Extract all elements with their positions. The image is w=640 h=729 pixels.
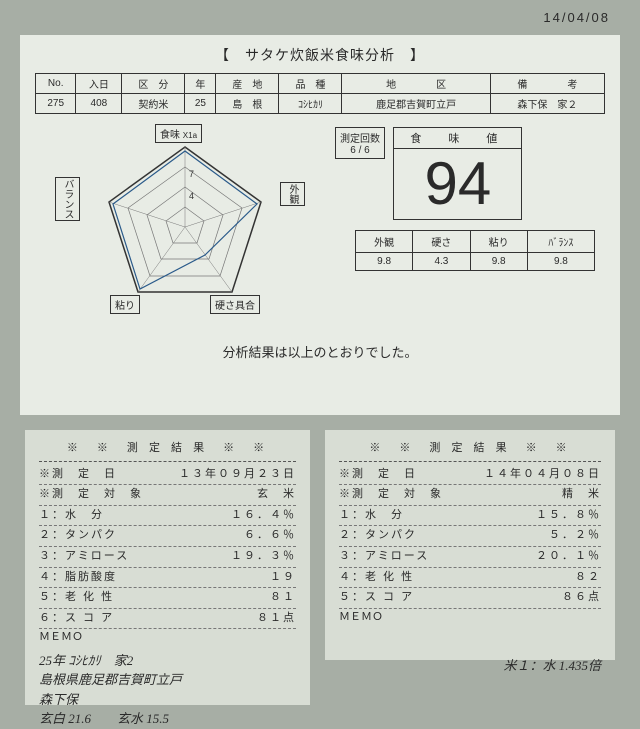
axis-balance: バランス	[55, 177, 80, 221]
chart-area: 7 4 食味 X1a 外観 硬さ具合 粘り バランス 測定回数 6 / 6 食 …	[35, 122, 605, 332]
main-score-box: 食 味 値 94	[393, 127, 522, 220]
td-remarks: 森下保 家２	[490, 94, 604, 114]
analysis-document: 【 サタケ炊飯米食味分析 】 No. 入日 区 分 年 産 地 品 種 地 区 …	[20, 35, 620, 415]
th-region: 地 区	[342, 74, 490, 94]
td-variety: ｺｼﾋｶﾘ	[279, 94, 342, 114]
rl-i4-lbl: ５：老 化 性	[39, 589, 257, 607]
rl-i3-val: １９	[257, 569, 296, 587]
axis-stickiness: 粘り	[110, 295, 140, 314]
td-year: 25	[185, 94, 216, 114]
rl-i2-val: １９．３％	[231, 548, 296, 566]
tick-4: 4	[189, 191, 194, 201]
rl-i4-val: ８１	[257, 589, 296, 607]
rl-tgt-val: 玄 米	[257, 486, 296, 504]
rr-i2-val: ２０．１％	[536, 548, 601, 566]
rr-date-val: １４年０４月０８日	[484, 466, 601, 484]
td-region: 鹿足郡吉賀町立戸	[342, 94, 490, 114]
sub-val-2: 9.8	[470, 253, 527, 271]
sub-lbl-3: ﾊﾞﾗﾝｽ	[527, 231, 594, 253]
memo-lines: 25年 ｺｼﾋｶﾘ 家2 島根県鹿足郡吉賀町立戸 森下保 玄白 21.6 玄水 …	[39, 651, 296, 729]
rl-i5-lbl: ６：ス コ ア	[39, 610, 257, 628]
receipt-left-title: ※ ※ 測 定 結 果 ※ ※	[39, 440, 296, 462]
memo-label-r: ＭＥＭＯ	[339, 609, 601, 627]
score-label: 食 味 値	[394, 128, 521, 149]
sub-scores-table: 外観 硬さ 粘り ﾊﾞﾗﾝｽ 9.8 4.3 9.8 9.8	[355, 230, 595, 271]
measurement-count: 測定回数 6 / 6	[335, 127, 385, 159]
rr-i3-val: ８２	[562, 569, 601, 587]
rl-i3-lbl: ４：脂肪酸度	[39, 569, 257, 587]
th-date: 入日	[76, 74, 122, 94]
td-date: 408	[76, 94, 122, 114]
score-section: 測定回数 6 / 6 食 味 値 94 外観 硬さ 粘り ﾊﾞﾗﾝｽ 9.8 4…	[335, 127, 595, 271]
rl-i0-lbl: １：水 分	[39, 507, 231, 525]
rr-tgt-lbl: ※測 定 対 象	[339, 486, 562, 504]
rr-date-lbl: ※測 定 日	[339, 466, 484, 484]
th-remarks: 備 考	[490, 74, 604, 94]
th-year: 年	[185, 74, 216, 94]
td-no: 275	[36, 94, 76, 114]
th-origin: 産 地	[216, 74, 279, 94]
receipt-right-title: ※ ※ 測 定 結 果 ※ ※	[339, 440, 601, 462]
axis-hardness: 硬さ具合	[210, 295, 260, 314]
th-class: 区 分	[122, 74, 185, 94]
header-table: No. 入日 区 分 年 産 地 品 種 地 区 備 考 275 408 契約米…	[35, 73, 605, 114]
td-class: 契約米	[122, 94, 185, 114]
sub-val-0: 9.8	[356, 253, 413, 271]
rl-date-val: １３年０９月２３日	[179, 466, 296, 484]
footer-text: 分析結果は以上のとおりでした。	[35, 342, 605, 361]
rr-i4-lbl: ５：ス コ ア	[339, 589, 562, 607]
rr-tgt-val: 精 米	[562, 486, 601, 504]
td-origin: 島 根	[216, 94, 279, 114]
rr-i0-lbl: １：水 分	[339, 507, 536, 525]
memo-label: ＭＥＭＯ	[39, 629, 296, 647]
rl-date-lbl: ※測 定 日	[39, 466, 179, 484]
receipt-left: ※ ※ 測 定 結 果 ※ ※ ※測 定 日１３年０９月２３日 ※測 定 対 象…	[25, 430, 310, 705]
rl-i1-lbl: ２：タンパク	[39, 527, 244, 545]
ratio-note: 米１：水 1.435倍	[339, 656, 601, 677]
axis-taste: 食味 X1a	[155, 124, 202, 143]
rr-i2-lbl: ３：アミロース	[339, 548, 536, 566]
radar-chart: 7 4 食味 X1a 外観 硬さ具合 粘り バランス	[55, 122, 315, 322]
rl-tgt-lbl: ※測 定 対 象	[39, 486, 257, 504]
rr-i1-lbl: ２：タンパク	[339, 527, 549, 545]
rr-i3-lbl: ４：老 化 性	[339, 569, 562, 587]
th-variety: 品 種	[279, 74, 342, 94]
rl-i0-val: １６．４％	[231, 507, 296, 525]
sub-lbl-2: 粘り	[470, 231, 527, 253]
tick-7: 7	[189, 169, 194, 179]
th-no: No.	[36, 74, 76, 94]
rr-i4-val: ８６点	[562, 589, 601, 607]
sub-lbl-0: 外観	[356, 231, 413, 253]
sub-val-1: 4.3	[413, 253, 470, 271]
rl-i2-lbl: ３：アミロース	[39, 548, 231, 566]
page-date: 14/04/08	[543, 10, 610, 25]
axis-appearance: 外観	[280, 182, 305, 206]
receipt-right: ※ ※ 測 定 結 果 ※ ※ ※測 定 日１４年０４月０８日 ※測 定 対 象…	[325, 430, 615, 660]
score-value: 94	[394, 149, 521, 219]
radar-svg: 7 4	[55, 122, 315, 322]
doc-title: 【 サタケ炊飯米食味分析 】	[35, 45, 605, 65]
sub-lbl-1: 硬さ	[413, 231, 470, 253]
sub-val-3: 9.8	[527, 253, 594, 271]
rr-i0-val: １５．８％	[536, 507, 601, 525]
rl-i5-val: ８１点	[257, 610, 296, 628]
rr-i1-val: ５．２％	[549, 527, 601, 545]
rl-i1-val: ６．６％	[244, 527, 296, 545]
